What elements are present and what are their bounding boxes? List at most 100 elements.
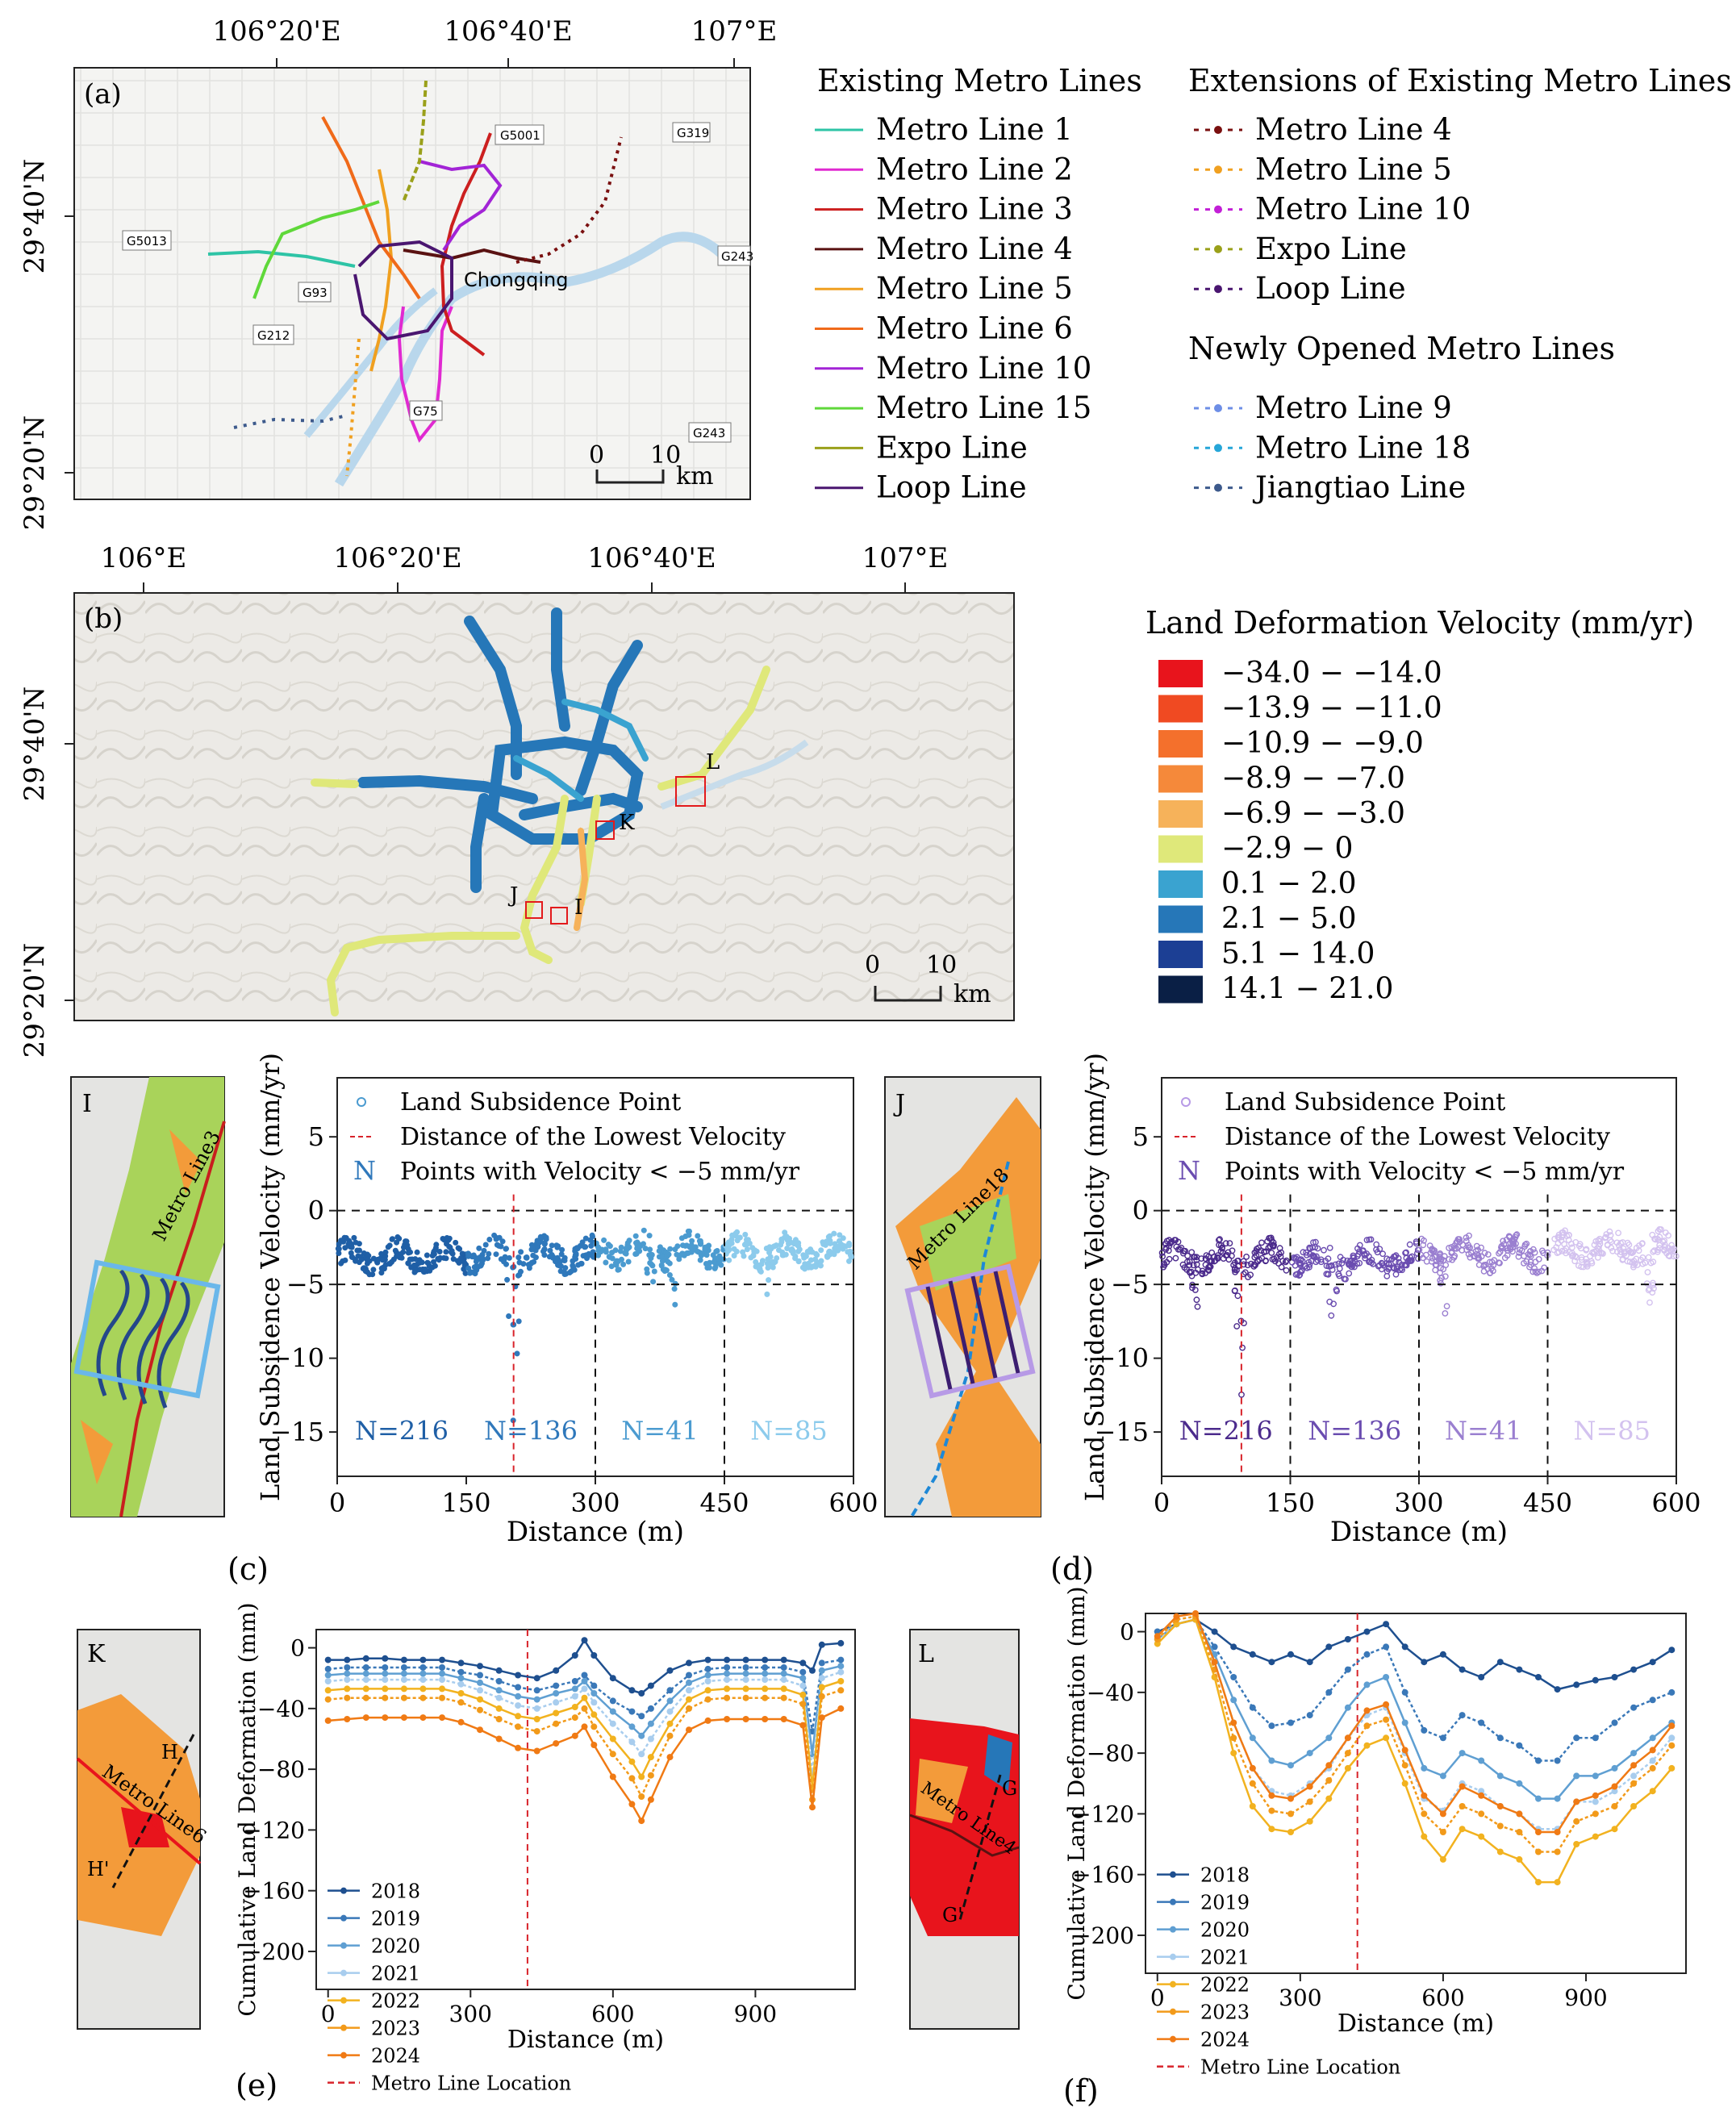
series-point: [628, 1738, 636, 1746]
velocity-legend-item: −8.9 − −7.0: [1158, 762, 1405, 795]
lon-tick-a-3: 107°E: [691, 15, 778, 48]
series-point: [1535, 1829, 1542, 1835]
legend-ext-label: Metro Line 10: [1255, 192, 1471, 227]
legend-label: 2021: [371, 1963, 420, 1985]
scale-bar-a: 0 10 km: [589, 441, 714, 490]
series-point: [799, 1722, 807, 1729]
series-point: [362, 1670, 369, 1677]
series-point: [1363, 1742, 1371, 1749]
scatter-point: [702, 1244, 708, 1250]
scatter-point: [1245, 1274, 1252, 1280]
series-point: [324, 1665, 332, 1672]
legend-ext-swatch-dot: [1214, 165, 1222, 174]
scatter-point: [785, 1241, 791, 1247]
segment-count-label: N=41: [621, 1415, 699, 1446]
scatter-point: [1575, 1242, 1583, 1250]
series-point: [1611, 1783, 1618, 1790]
scatter-point: [1346, 1261, 1353, 1268]
inset-l-g-prime: G': [942, 1904, 963, 1926]
scatter-point: [515, 1318, 522, 1325]
y-tick-label: −120: [1072, 1801, 1134, 1827]
scatter-point: [1431, 1247, 1438, 1254]
scatter-point: [792, 1255, 799, 1262]
scatter-point: [695, 1233, 701, 1239]
line-center-east: [519, 792, 643, 820]
velocity-legend-label: −13.9 − −11.0: [1221, 692, 1442, 725]
scatter-point: [1604, 1242, 1611, 1248]
legend-lowest-label: Distance of the Lowest Velocity: [400, 1123, 786, 1151]
metro-line-5-path: [369, 169, 394, 372]
series-point: [1611, 1803, 1618, 1809]
legend-existing-item: Metro Line 15: [815, 390, 1091, 425]
expo-line-path: [402, 80, 428, 202]
series-point: [1516, 1742, 1523, 1749]
velocity-legend-swatch: [1158, 941, 1203, 968]
chart-e: 0 300 600 900 0 −40 −80 −120 −160 −200 Distance (m…: [234, 1602, 856, 2095]
scatter-point: [1335, 1271, 1342, 1278]
scatter-point: [847, 1248, 853, 1254]
scatter-point: [1159, 1253, 1166, 1260]
scatter-point: [1325, 1255, 1332, 1263]
scatter-point: [1350, 1252, 1357, 1259]
series-point: [1287, 1795, 1294, 1802]
x-axis-label: Distance (m): [1330, 1516, 1508, 1548]
scatter-point: [1188, 1268, 1195, 1275]
series-point: [1458, 1826, 1466, 1833]
scatter-point: [1420, 1242, 1427, 1249]
scatter-point: [1226, 1240, 1233, 1247]
scatter-point: [555, 1262, 561, 1268]
velocity-legend-item: 2.1 − 5.0: [1158, 903, 1357, 936]
scatter-point: [1649, 1282, 1656, 1289]
series-point: [799, 1691, 807, 1698]
series-2021: [324, 1668, 845, 1776]
legend-metro-label: Metro Line Location: [1200, 2056, 1400, 2079]
scatter-point: [1475, 1255, 1483, 1263]
scatter-point: [1630, 1249, 1637, 1256]
series-point: [799, 1675, 807, 1682]
x-tick-label: 600: [828, 1488, 878, 1518]
legend-ext-item: Expo Line: [1194, 232, 1407, 266]
plot-frame: [1161, 1077, 1677, 1477]
velocity-legend-label: −34.0 − −14.0: [1221, 657, 1442, 690]
series-point: [457, 1680, 465, 1688]
scatter-point: [424, 1252, 430, 1258]
y-tick-label: −5: [286, 1269, 324, 1300]
series-point: [1649, 1659, 1656, 1666]
scatter-point: [1569, 1253, 1575, 1260]
scatter-point: [1356, 1248, 1363, 1255]
scatter-point: [340, 1238, 346, 1244]
scatter-point: [356, 1247, 362, 1254]
series-point: [324, 1717, 332, 1724]
scatter-point: [1532, 1268, 1539, 1275]
velocity-legend-swatch: [1158, 800, 1203, 828]
series-point: [581, 1678, 588, 1684]
series-point: [666, 1732, 674, 1739]
series-point: [1478, 1757, 1485, 1764]
scale-b-10: 10: [926, 951, 957, 979]
series-point: [439, 1656, 445, 1663]
scatter-point: [1217, 1248, 1225, 1254]
series-point: [686, 1705, 692, 1712]
scatter-point: [1194, 1303, 1201, 1310]
scatter-point: [1438, 1279, 1444, 1287]
series-point: [686, 1696, 692, 1703]
scatter-point: [1332, 1261, 1339, 1268]
series-point: [553, 1682, 560, 1689]
scatter-point: [744, 1246, 750, 1253]
series-point: [1383, 1716, 1390, 1723]
scatter-point: [812, 1262, 819, 1268]
segment-count-label: N=85: [1573, 1415, 1650, 1446]
scatter-point: [405, 1250, 411, 1256]
series-point: [1458, 1803, 1466, 1809]
legend-ext-label: Metro Line 5: [1255, 152, 1452, 186]
axes-b: [65, 582, 906, 1001]
scatter-point: [1527, 1248, 1534, 1254]
scatter-point: [671, 1286, 678, 1292]
series-point: [1592, 1792, 1599, 1799]
scatter-point: [607, 1243, 613, 1250]
scatter-point: [429, 1253, 436, 1259]
legend-ext-item: Metro Line 5: [1194, 152, 1452, 186]
scatter-point: [1665, 1245, 1672, 1251]
scatter-point: [1330, 1300, 1337, 1308]
marker-label-k: K: [619, 811, 635, 835]
